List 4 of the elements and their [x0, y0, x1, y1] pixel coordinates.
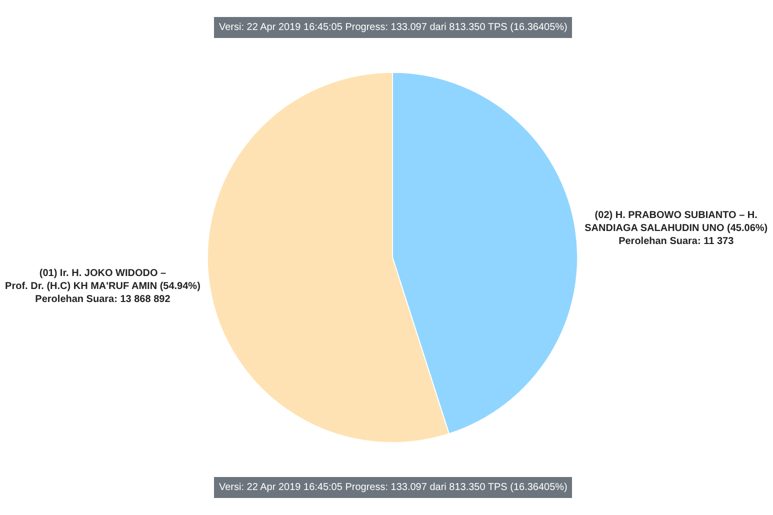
slice-label: (01) Ir. H. JOKO WIDODO – Prof. Dr. (H.C) KH MA'RUF AMIN (54.94%) Perolehan Suara: 13 868 892 — [5, 268, 200, 306]
text: Versi: 22 Apr 2019 16:45:05 Progress: 133.097 dari 813.350 TPS (16.36405%) — [219, 22, 568, 33]
text: Versi: 22 Apr 2019 16:45:05 Progress: 133.097 dari 813.350 TPS (16.36405%) — [219, 482, 568, 493]
slice-label: (02) H. PRABOWO SUBIANTO – H. SANDIAGA SALAHUDIN UNO (45.06%) Perolehan Suara: 11 373 — [584, 210, 768, 247]
